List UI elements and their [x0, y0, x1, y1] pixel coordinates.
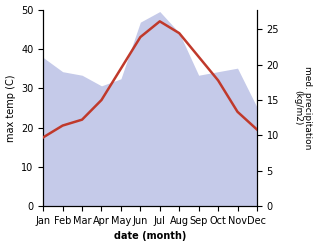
Y-axis label: max temp (C): max temp (C)	[5, 74, 16, 142]
X-axis label: date (month): date (month)	[114, 231, 186, 242]
Y-axis label: med. precipitation
(kg/m2): med. precipitation (kg/m2)	[293, 66, 313, 149]
